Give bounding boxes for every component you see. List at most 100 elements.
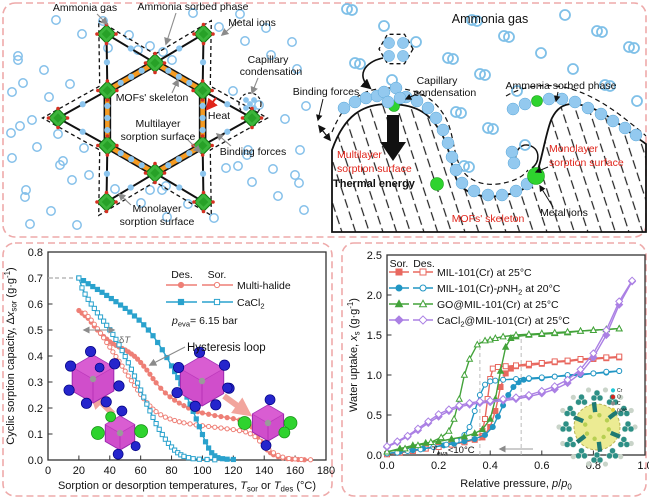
metal-ion-corner-dot <box>96 88 100 93</box>
data-point <box>206 411 212 417</box>
metal-ion-corner-dot <box>200 79 205 83</box>
data-point <box>159 431 165 438</box>
ammonia-gas-molecule-icon <box>44 92 54 102</box>
x-tick-label: 1.0 <box>637 460 649 472</box>
inset-cluster-blob <box>565 425 573 433</box>
ammonia-gas-molecule-icon <box>20 192 30 202</box>
ammonia-sorbed-molecule-icon <box>104 127 111 134</box>
right-legend-header-sor: Sor. <box>390 258 409 270</box>
metal-ion-core <box>247 113 257 123</box>
ammonia-sorbed-molecule-icon <box>224 128 231 135</box>
ligand-atom <box>112 448 124 460</box>
data-point <box>128 378 134 384</box>
data-point <box>616 353 623 360</box>
ammonia-gas-molecule-icon <box>209 213 219 223</box>
molecule-face <box>180 356 224 381</box>
x-tick-label: 100 <box>193 465 211 477</box>
data-point <box>172 447 178 453</box>
ligand-atom <box>171 387 183 399</box>
ammonia-sorbed-molecule-icon <box>199 102 206 109</box>
ligand-atom <box>100 396 112 408</box>
ligand-atom <box>130 441 141 452</box>
data-point <box>589 326 598 333</box>
data-point <box>486 396 495 405</box>
data-point <box>486 414 494 422</box>
delta-t-annotation: δT <box>119 335 131 346</box>
data-point <box>82 310 88 316</box>
data-point <box>119 347 125 354</box>
ammonia-sorbed-molecule-icon <box>481 188 495 202</box>
data-point <box>141 322 147 328</box>
data-point <box>513 362 519 369</box>
label-pointer-arrow <box>171 78 179 94</box>
ammonia-gas-molecule-icon <box>21 185 31 195</box>
data-point <box>471 436 478 442</box>
data-point <box>471 408 478 414</box>
ammonia-gas-molecule-icon <box>32 142 42 152</box>
metal-ion-core <box>150 168 160 178</box>
metal-ion-corner-dot <box>192 200 196 204</box>
metal-ion-corner-dot <box>191 88 195 93</box>
data-point <box>80 278 87 284</box>
data-point <box>550 328 559 336</box>
metal-ion-core <box>150 58 160 68</box>
label-pointer-arrow <box>164 12 177 46</box>
metal-ion-core <box>101 197 112 207</box>
transition-arrow-right <box>222 393 253 417</box>
inset-cluster-blob <box>609 447 616 455</box>
data-point <box>101 318 107 324</box>
legend-marker <box>213 298 221 306</box>
data-point <box>82 291 88 297</box>
data-point <box>76 275 82 281</box>
metal-ion-corner-dot <box>162 61 167 65</box>
inset-legend-label: pore <box>617 408 627 414</box>
metal-ion-corner-dot <box>250 106 254 111</box>
ammonia-sorbed-molecule-icon <box>199 59 207 66</box>
ammonia-gas-molecule-icon <box>280 114 290 124</box>
data-point <box>502 363 509 370</box>
ammonia-gas-molecule-icon <box>273 191 283 201</box>
binding-forces-label-left: Binding forces <box>220 146 287 158</box>
legend-marker <box>419 268 427 276</box>
data-point <box>113 353 119 360</box>
x-tick-label: 140 <box>255 465 273 477</box>
capillary-cluster-dot <box>243 105 249 111</box>
data-point <box>461 438 468 445</box>
data-point <box>144 367 150 373</box>
ammonia-gas-label-right: Ammonia gas <box>452 12 528 26</box>
metal-ion-corner-dot <box>153 161 157 166</box>
molecule-cluster-icon <box>237 394 298 451</box>
inset-cluster-blob <box>596 456 604 464</box>
inset-cluster-blob <box>621 425 629 433</box>
metal-ion-corner-dot <box>192 32 196 36</box>
ammonia-gas-molecule-icon <box>268 164 278 174</box>
metal-ion-corner-dot <box>210 143 214 148</box>
data-point <box>252 434 258 440</box>
data-point <box>482 416 489 422</box>
monolayer-label-1: Monolayer <box>132 203 182 215</box>
data-point <box>165 440 172 446</box>
ammonia-gas-label: Ammonia gas <box>53 2 117 14</box>
ammonia-gas-molecule-icon <box>479 69 491 81</box>
ammonia-gas-molecule-icon <box>463 161 475 173</box>
hysteresis-pointer-arrow <box>148 346 186 366</box>
inset-cluster-blob <box>581 398 588 406</box>
data-point <box>603 368 610 375</box>
data-point <box>401 444 409 452</box>
ammonia-gas-molecule-icon <box>474 68 486 80</box>
ammonia-gas-molecule-icon <box>167 55 177 65</box>
mofs-skeleton-label: MOFs' skeleton <box>116 92 189 104</box>
ligand-atom <box>94 362 105 373</box>
data-point <box>292 456 298 462</box>
legend-marker <box>395 268 403 276</box>
left-legend-entry-cacl2: CaCl2 <box>237 297 265 311</box>
data-point <box>185 455 192 461</box>
data-point <box>91 321 97 327</box>
inset-cluster-blob <box>562 420 570 428</box>
metal-ion-corner-dot <box>162 171 167 175</box>
condensation-arrow <box>360 57 384 90</box>
metal-ion-corner-dot <box>105 153 110 157</box>
data-point <box>116 342 122 348</box>
x-tick-label: 60 <box>135 465 147 477</box>
